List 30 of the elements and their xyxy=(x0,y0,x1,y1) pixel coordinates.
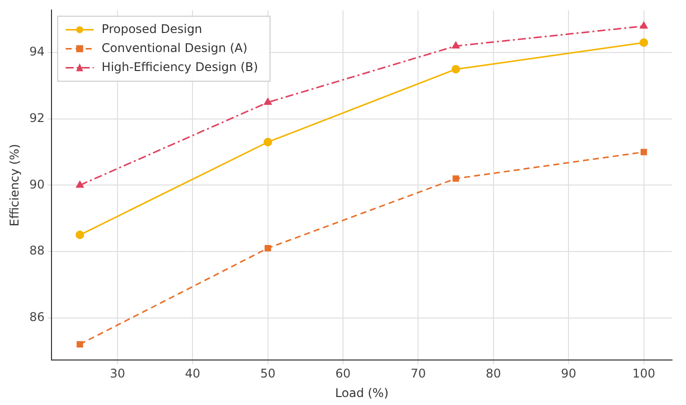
x-tick-label: 30 xyxy=(110,366,126,381)
point xyxy=(452,175,460,182)
x-tick-label: 70 xyxy=(410,366,426,381)
point xyxy=(640,22,648,29)
x-tick-label: 40 xyxy=(185,366,200,381)
point xyxy=(76,230,84,240)
y-tick-label: 92 xyxy=(29,111,45,126)
x-tick-label: 50 xyxy=(260,366,276,381)
point xyxy=(76,180,84,188)
y-tick-label: 94 xyxy=(29,44,45,59)
point xyxy=(452,42,460,48)
legend-label: Conventional Design (A) xyxy=(102,40,248,55)
y-tick-label: 88 xyxy=(29,244,45,258)
point xyxy=(640,38,648,47)
y-axis-title: Efficiency (%) xyxy=(7,144,22,226)
point xyxy=(452,64,460,74)
legend-label: Proposed Design xyxy=(102,22,202,36)
legend-label: High-Efficiency Design (B) xyxy=(102,60,258,74)
point xyxy=(264,244,272,252)
point xyxy=(640,148,648,156)
point xyxy=(76,341,84,348)
point xyxy=(264,98,272,105)
x-tick-label: 90 xyxy=(560,366,576,381)
x-tick-label: 60 xyxy=(335,366,351,381)
y-tick-label: 86 xyxy=(29,310,45,324)
point xyxy=(264,138,272,146)
x-tick-label: 100 xyxy=(632,366,656,381)
x-axis-title: Load (%) xyxy=(335,386,389,400)
x-tick-label: 80 xyxy=(486,366,502,381)
y-tick-label: 90 xyxy=(29,177,45,192)
